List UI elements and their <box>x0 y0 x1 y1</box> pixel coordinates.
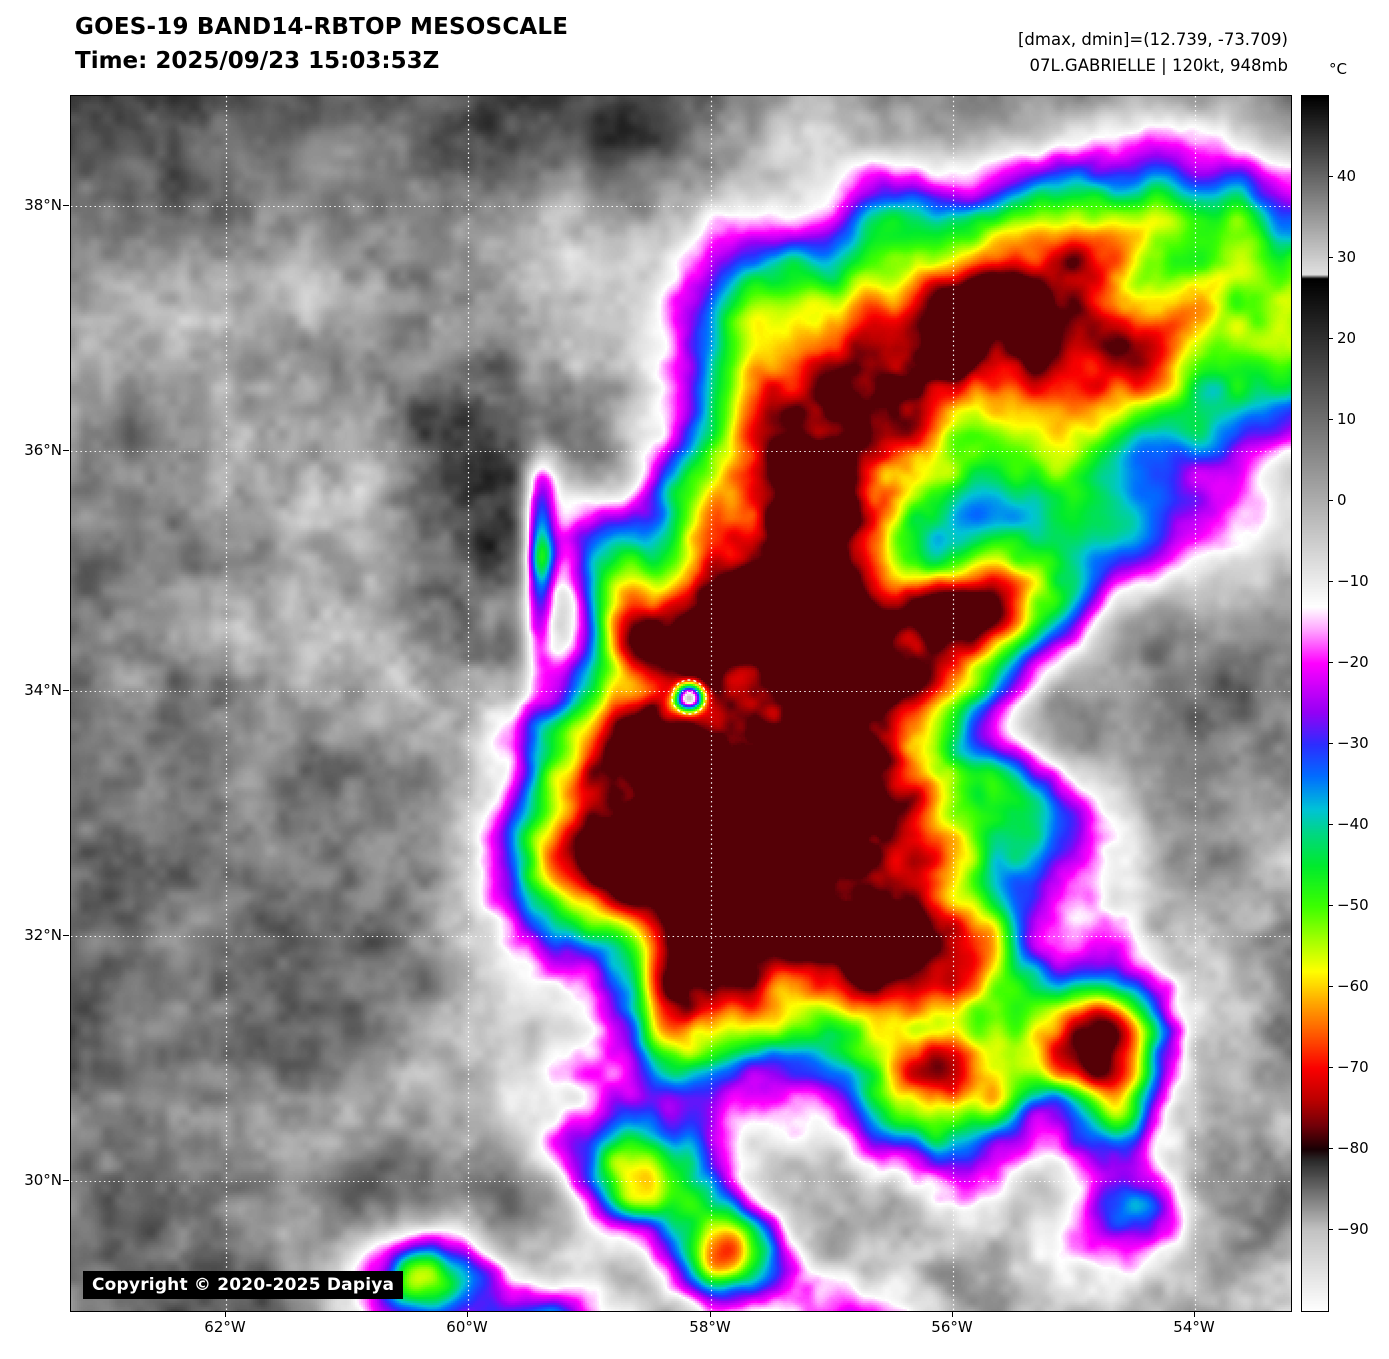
product-title: GOES-19 BAND14-RBTOP MESOSCALE <box>75 14 569 40</box>
lat-label: 30°N <box>24 1171 62 1189</box>
colorbar-unit-label: °C <box>1329 60 1347 78</box>
lat-label: 32°N <box>24 926 62 944</box>
lat-label: 38°N <box>24 196 62 214</box>
colorbar-tick-label: 40 <box>1337 167 1357 185</box>
colorbar-tick-mark <box>1328 419 1333 420</box>
lon-label: 56°W <box>931 1318 973 1336</box>
lon-label: 62°W <box>204 1318 246 1336</box>
colorbar-tick-mark <box>1328 986 1333 987</box>
colorbar-tick-label: −80 <box>1337 1139 1369 1157</box>
lon-tick-mark <box>710 1311 711 1317</box>
lon-tick-mark <box>1194 1311 1195 1317</box>
copyright-badge: Copyright © 2020-2025 Dapiya <box>83 1271 404 1299</box>
colorbar-tick-mark <box>1328 824 1333 825</box>
lat-tick-mark <box>63 935 69 936</box>
lat-label: 36°N <box>24 441 62 459</box>
colorbar-tick-mark <box>1328 338 1333 339</box>
lon-label: 58°W <box>689 1318 731 1336</box>
colorbar <box>1301 95 1329 1312</box>
colorbar-tick-mark <box>1328 662 1333 663</box>
colorbar-tick-label: −60 <box>1337 977 1369 995</box>
colorbar-tick-mark <box>1328 1067 1333 1068</box>
colorbar-tick-label: −70 <box>1337 1058 1369 1076</box>
colorbar-tick-label: −40 <box>1337 815 1369 833</box>
colorbar-tick-mark <box>1328 905 1333 906</box>
lon-label: 60°W <box>446 1318 488 1336</box>
colorbar-tick-label: −10 <box>1337 572 1369 590</box>
lat-label: 34°N <box>24 681 62 699</box>
colorbar-tick-label: −30 <box>1337 734 1369 752</box>
lon-label: 54°W <box>1173 1318 1215 1336</box>
colorbar-tick-mark <box>1328 176 1333 177</box>
colorbar-tick-mark <box>1328 581 1333 582</box>
colorbar-canvas <box>1302 96 1328 1311</box>
colorbar-tick-mark <box>1328 1148 1333 1149</box>
colorbar-tick-label: 20 <box>1337 329 1357 347</box>
colorbar-tick-label: 30 <box>1337 248 1357 266</box>
colorbar-tick-mark <box>1328 257 1333 258</box>
lon-tick-mark <box>467 1311 468 1317</box>
colorbar-tick-label: −50 <box>1337 896 1369 914</box>
colorbar-tick-mark <box>1328 500 1333 501</box>
lat-tick-mark <box>63 1180 69 1181</box>
colorbar-tick-label: −90 <box>1337 1220 1369 1238</box>
satellite-canvas <box>71 96 1291 1311</box>
colorbar-tick-label: −20 <box>1337 653 1369 671</box>
product-time: Time: 2025/09/23 15:03:53Z <box>75 48 440 74</box>
dmax-dmin-readout: [dmax, dmin]=(12.739, -73.709) <box>1018 30 1288 49</box>
colorbar-tick-label: 10 <box>1337 410 1357 428</box>
colorbar-tick-mark <box>1328 743 1333 744</box>
colorbar-tick-label: 0 <box>1337 491 1347 509</box>
map-area: Copyright © 2020-2025 Dapiya <box>70 95 1292 1312</box>
lon-tick-mark <box>225 1311 226 1317</box>
lat-tick-mark <box>63 450 69 451</box>
lat-tick-mark <box>63 690 69 691</box>
storm-info: 07L.GABRIELLE | 120kt, 948mb <box>1029 56 1289 75</box>
lon-tick-mark <box>952 1311 953 1317</box>
lat-tick-mark <box>63 205 69 206</box>
colorbar-tick-mark <box>1328 1229 1333 1230</box>
